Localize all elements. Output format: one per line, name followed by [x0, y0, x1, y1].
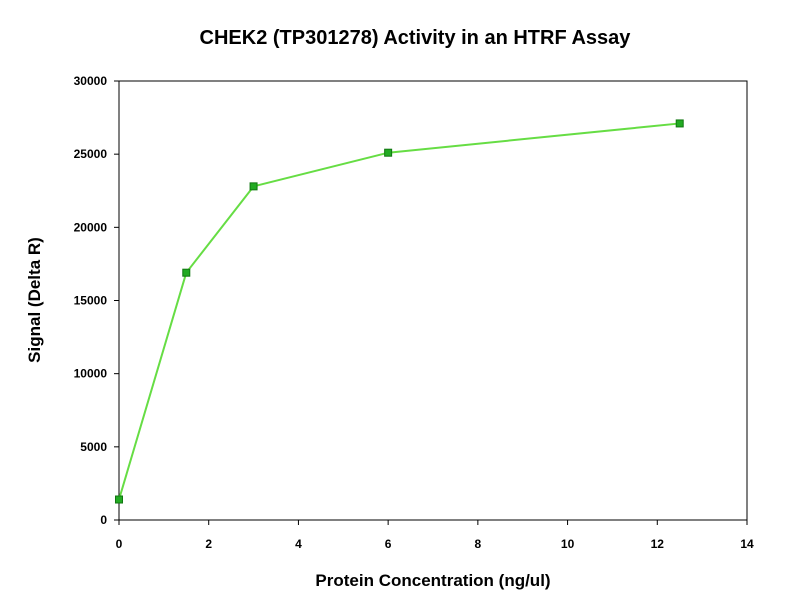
x-tick-label: 4	[295, 537, 302, 551]
y-axis-ticks: 0 5000 10000 15000 20000 25000 30000	[74, 74, 119, 527]
y-axis-label: Signal (Delta R)	[25, 237, 44, 363]
data-point-marker	[675, 119, 684, 128]
y-tick-label: 20000	[74, 220, 108, 234]
chart-title: CHEK2 (TP301278) Activity in an HTRF Ass…	[200, 27, 632, 49]
x-tick-label: 6	[385, 537, 392, 551]
x-tick-label: 0	[116, 537, 123, 551]
x-tick-label: 14	[740, 537, 754, 551]
series-line	[118, 122, 680, 500]
x-axis-ticks: 0 2 4 6 8 10 12 14	[116, 520, 754, 551]
data-point-marker	[115, 495, 123, 504]
x-tick-label: 12	[651, 537, 665, 551]
x-tick-label: 10	[561, 537, 575, 551]
y-tick-label: 30000	[74, 74, 108, 88]
y-tick-label: 25000	[74, 147, 108, 161]
series-layer	[115, 119, 684, 504]
y-tick-label: 15000	[74, 294, 108, 308]
x-tick-label: 2	[205, 537, 212, 551]
data-point-marker	[249, 182, 258, 191]
x-axis-label: Protein Concentration (ng/ul)	[315, 571, 550, 590]
y-tick-label: 10000	[74, 367, 108, 381]
y-tick-label: 5000	[80, 440, 107, 454]
data-point-marker	[182, 268, 191, 277]
data-point-marker	[384, 148, 393, 157]
plot-area-frame	[118, 80, 748, 521]
x-tick-label: 8	[475, 537, 482, 551]
y-tick-label: 0	[100, 513, 107, 527]
